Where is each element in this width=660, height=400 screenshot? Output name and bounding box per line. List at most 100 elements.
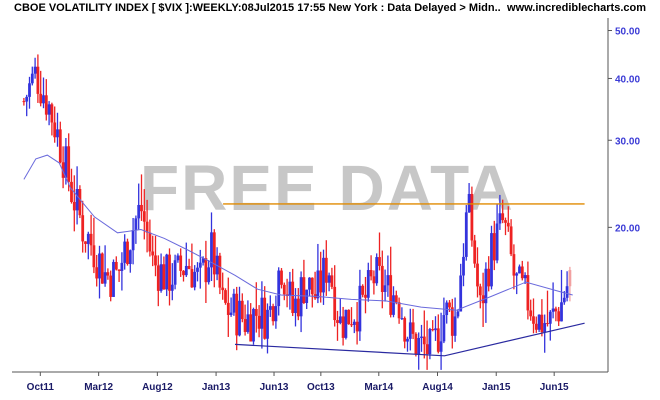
x-tick-label: Jan13 xyxy=(202,382,231,393)
price-bar-body xyxy=(114,261,118,270)
price-bar-body xyxy=(554,308,558,312)
price-bar-body xyxy=(140,204,143,212)
price-bar-body xyxy=(344,309,348,338)
x-tick-label: Oct11 xyxy=(27,382,55,393)
price-bar-body xyxy=(28,83,31,97)
price-bar-body xyxy=(327,275,331,283)
price-bar-body xyxy=(224,290,227,303)
price-bar-body xyxy=(196,267,199,272)
price-bar-body xyxy=(436,328,440,352)
price-bar-body xyxy=(291,281,295,314)
price-bar-body xyxy=(308,277,311,290)
price-bar-body xyxy=(128,250,132,264)
price-bar-body xyxy=(240,300,244,320)
price-bar-body xyxy=(44,95,48,115)
price-bar-body xyxy=(193,271,197,288)
price-bar-body xyxy=(61,162,65,178)
price-bar-body xyxy=(389,275,393,315)
price-bar-body xyxy=(221,287,225,291)
price-bar-body xyxy=(260,297,264,329)
price-bar-body xyxy=(431,329,435,331)
price-bar-body xyxy=(464,212,468,257)
price-bar-body xyxy=(504,220,507,223)
price-bar-body xyxy=(341,316,345,338)
price-bar-body xyxy=(109,275,113,297)
price-bar-body xyxy=(392,295,395,315)
price-bar-body xyxy=(263,297,267,339)
price-bar-body xyxy=(274,306,278,322)
price-bar-body xyxy=(338,316,342,323)
price-bar-body xyxy=(282,284,286,295)
price-bar-body xyxy=(299,277,303,317)
price-bar-body xyxy=(151,251,155,256)
price-bar-body xyxy=(467,193,471,213)
price-bar-body xyxy=(86,233,90,244)
price-bar-body xyxy=(126,241,129,264)
price-bar-body xyxy=(459,275,463,312)
price-bar-body xyxy=(56,129,59,138)
price-bar-body xyxy=(445,302,449,316)
price-bar-body xyxy=(95,267,99,279)
price-bar-body xyxy=(243,319,247,332)
price-bar-body xyxy=(100,253,104,284)
price-bar-body xyxy=(266,309,269,339)
price-bar-body xyxy=(375,257,379,284)
x-tick-label: Aug14 xyxy=(422,382,453,393)
price-bar-body xyxy=(84,241,87,244)
price-bar-body xyxy=(450,307,454,336)
price-bar-body xyxy=(414,333,418,355)
price-bar-body xyxy=(487,268,491,287)
x-tick-label: Mar14 xyxy=(364,382,393,393)
price-bar-body xyxy=(361,285,365,295)
chart-title: CBOE VOLATILITY INDEX [ $VIX ]:WEEKLY:08… xyxy=(14,2,501,14)
price-bar-body xyxy=(333,286,337,321)
price-bar-body xyxy=(39,93,43,104)
price-bar-body xyxy=(484,268,488,304)
price-bars xyxy=(22,54,572,370)
price-bar-body xyxy=(442,315,446,342)
price-bar-body xyxy=(386,275,390,286)
price-bar-body xyxy=(425,344,429,355)
price-bar-body xyxy=(506,222,510,227)
price-bar-body xyxy=(383,285,387,292)
price-bar-body xyxy=(319,270,323,293)
price-bar-body xyxy=(366,270,370,298)
price-bar-body xyxy=(515,273,519,276)
price-bar-body xyxy=(173,260,177,285)
price-bar-body xyxy=(30,73,34,84)
price-bar-body xyxy=(252,308,255,342)
price-bar-body xyxy=(182,270,185,276)
price-bar-body xyxy=(232,293,236,313)
price-bar-body xyxy=(70,181,73,202)
price-bar-body xyxy=(67,146,71,182)
price-bar-body xyxy=(397,302,401,319)
indicator-lines xyxy=(23,154,585,357)
price-bar-body xyxy=(546,323,549,325)
price-bar-body xyxy=(288,281,292,297)
price-bar-body xyxy=(268,306,272,310)
price-bar-body xyxy=(400,318,404,320)
price-bar-body xyxy=(123,241,127,263)
price-bar-body xyxy=(64,146,68,178)
price-bar-body xyxy=(72,201,76,211)
price-bar-body xyxy=(394,295,398,303)
price-bar-body xyxy=(176,255,180,261)
y-tick-label: 30.00 xyxy=(615,136,640,147)
price-bar-body xyxy=(417,337,421,355)
x-tick-label: Jun13 xyxy=(260,382,289,393)
price-bar-body xyxy=(50,104,54,123)
price-bar-body xyxy=(296,298,300,317)
price-bar-body xyxy=(226,302,230,315)
price-bar-body xyxy=(434,328,437,331)
price-bar-body xyxy=(81,215,85,242)
price-bar-body xyxy=(501,213,505,221)
x-tick-label: Mar12 xyxy=(84,382,113,393)
price-bar-body xyxy=(170,284,174,291)
price-bar-body xyxy=(148,232,152,252)
price-bar-body xyxy=(473,240,477,264)
price-bar-body xyxy=(532,316,535,324)
price-bar-body xyxy=(280,270,283,285)
price-bar-body xyxy=(520,266,524,279)
x-tick-label: Jan15 xyxy=(482,382,511,393)
